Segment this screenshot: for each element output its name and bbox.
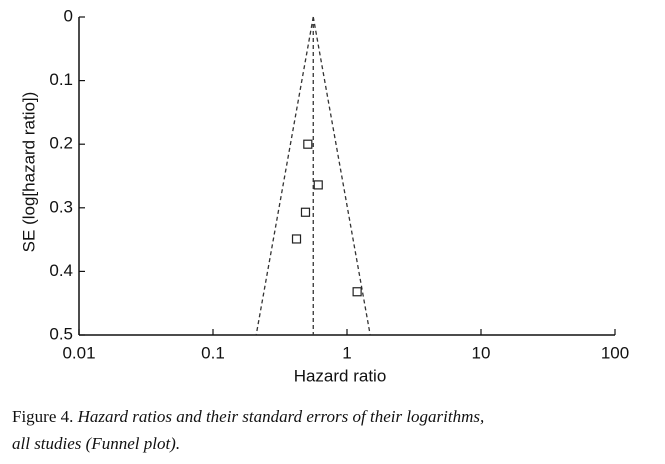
y-tick-label: 0.5 [49, 324, 73, 343]
y-axis-label: SE (log[hazard ratio]) [19, 92, 38, 253]
caption: Figure 4. Hazard ratios and their standa… [12, 407, 484, 426]
x-axis-label: Hazard ratio [294, 366, 387, 385]
point [313, 180, 323, 190]
x-tick-label: 100 [601, 343, 629, 362]
x-tick-label: 1 [342, 343, 351, 362]
y-tick-label: 0.4 [49, 261, 73, 280]
caption-label: Figure 4. [12, 407, 73, 426]
point [291, 234, 302, 244]
funnel-line [312, 16, 371, 336]
y-tick-label: 0.3 [49, 197, 73, 216]
x-tick-label: 0.1 [201, 343, 225, 362]
y-tick-label: 0.2 [49, 134, 73, 153]
caption-text: all studies (Funnel plot). [12, 434, 180, 453]
y-tick-label: 0 [64, 6, 73, 25]
x-tick-label: 0.01 [62, 343, 95, 362]
caption-text: Hazard ratios and their standard errors … [77, 407, 485, 426]
point [352, 287, 362, 297]
y-tick-label: 0.1 [49, 70, 73, 89]
point [300, 207, 311, 217]
funnel-line [255, 16, 314, 336]
x-tick-label: 10 [472, 343, 491, 362]
point [303, 139, 313, 149]
